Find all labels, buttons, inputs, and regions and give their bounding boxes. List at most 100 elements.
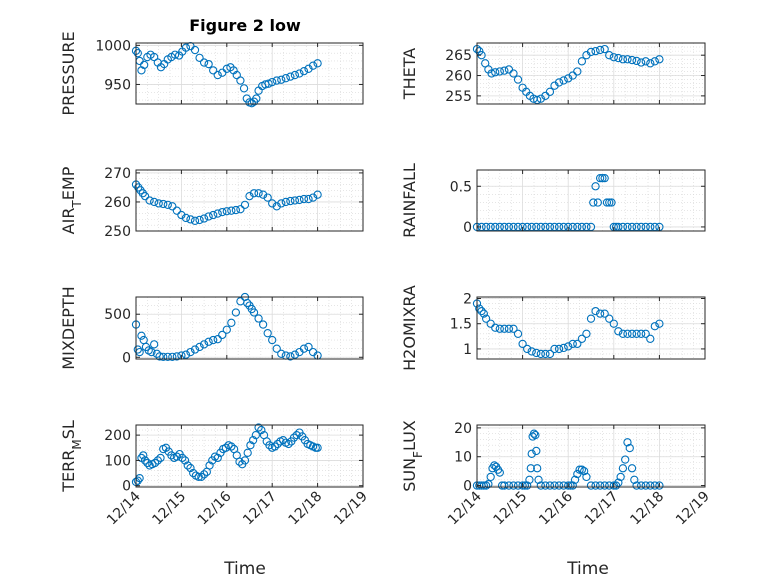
data-point bbox=[655, 319, 664, 328]
x-axis-label-right: Time bbox=[566, 559, 609, 579]
data-point bbox=[523, 344, 532, 354]
data-point bbox=[243, 298, 252, 308]
data-point bbox=[263, 329, 272, 338]
data-point bbox=[295, 195, 304, 205]
data-point bbox=[231, 308, 241, 317]
data-point bbox=[513, 75, 523, 84]
data-point bbox=[199, 214, 209, 223]
data-point bbox=[231, 205, 241, 215]
data-point bbox=[277, 199, 286, 208]
data-point bbox=[504, 65, 514, 74]
data-point bbox=[290, 196, 300, 205]
data-point bbox=[655, 481, 664, 490]
figure-title: Figure 2 low bbox=[189, 16, 301, 35]
data-point bbox=[199, 58, 209, 67]
data-point bbox=[213, 209, 222, 218]
data-point bbox=[487, 69, 496, 78]
data-point bbox=[178, 453, 187, 463]
data-point bbox=[247, 99, 256, 108]
data-point bbox=[523, 481, 532, 490]
data-point bbox=[159, 352, 168, 361]
data-point bbox=[180, 456, 190, 465]
data-point bbox=[236, 76, 245, 85]
data-series bbox=[472, 299, 664, 359]
data-point bbox=[299, 194, 309, 204]
data-point bbox=[650, 481, 659, 490]
data-point bbox=[313, 59, 322, 68]
data-point bbox=[186, 463, 195, 473]
data-point bbox=[586, 481, 596, 490]
data-point bbox=[268, 77, 277, 87]
data-point bbox=[564, 74, 573, 83]
y-axis-label: TERRMSL bbox=[59, 420, 84, 493]
data-point bbox=[133, 345, 142, 354]
data-point bbox=[532, 446, 541, 456]
data-point bbox=[526, 464, 535, 473]
data-point bbox=[299, 67, 309, 76]
data-point bbox=[509, 481, 518, 490]
data-point bbox=[595, 45, 605, 55]
data-point bbox=[536, 349, 545, 359]
data-point bbox=[140, 60, 149, 70]
data-point bbox=[190, 216, 200, 225]
data-point bbox=[504, 481, 514, 490]
y-tick-label: 255 bbox=[445, 89, 472, 105]
data-point bbox=[213, 70, 222, 80]
data-point bbox=[181, 350, 191, 359]
data-point bbox=[600, 173, 609, 183]
data-point bbox=[500, 66, 509, 75]
data-point bbox=[531, 430, 540, 440]
data-point bbox=[621, 455, 630, 464]
y-axis-label-subscript: T bbox=[70, 200, 84, 209]
data-point bbox=[491, 323, 500, 332]
data-point bbox=[550, 344, 559, 354]
x-tick-label: 12/15 bbox=[491, 489, 531, 529]
data-point bbox=[605, 314, 614, 323]
data-point bbox=[286, 196, 295, 206]
x-tick-label: 12/17 bbox=[582, 489, 622, 529]
y-axis-label-part: AIR bbox=[59, 208, 78, 235]
data-point bbox=[600, 481, 609, 490]
data-point bbox=[627, 55, 637, 65]
data-point bbox=[605, 51, 614, 60]
data-point bbox=[181, 43, 191, 52]
axes-box bbox=[476, 169, 706, 232]
data-point bbox=[222, 325, 231, 334]
y-tick-label: 10 bbox=[454, 450, 472, 466]
data-point bbox=[586, 314, 596, 323]
data-point bbox=[277, 75, 286, 84]
data-point bbox=[595, 481, 605, 490]
data-point bbox=[140, 191, 150, 201]
data-point bbox=[278, 436, 288, 445]
data-point bbox=[527, 449, 536, 458]
data-point bbox=[204, 337, 213, 346]
x-tick-label: 12/18 bbox=[286, 489, 326, 529]
data-point bbox=[559, 76, 568, 85]
data-point bbox=[222, 207, 231, 216]
data-point bbox=[204, 212, 213, 221]
data-point bbox=[235, 457, 244, 466]
data-point bbox=[205, 461, 214, 470]
data-point bbox=[240, 456, 250, 465]
data-point bbox=[290, 350, 300, 359]
data-point bbox=[189, 468, 198, 478]
data-point bbox=[495, 324, 504, 333]
data-point bbox=[568, 71, 577, 80]
data-series bbox=[131, 292, 322, 361]
data-point bbox=[304, 342, 313, 352]
data-point bbox=[484, 479, 493, 489]
x-tick-label: 12/19 bbox=[331, 489, 371, 529]
y-axis-label: H2OMIXRA bbox=[400, 285, 419, 371]
data-point bbox=[281, 74, 290, 83]
data-point bbox=[290, 70, 300, 80]
y-tick-label: 500 bbox=[104, 307, 131, 323]
data-point bbox=[239, 84, 249, 93]
data-point bbox=[308, 61, 318, 70]
data-point bbox=[213, 335, 222, 344]
data-point bbox=[618, 55, 628, 64]
data-point bbox=[265, 441, 274, 450]
data-point bbox=[172, 206, 182, 215]
data-point bbox=[568, 481, 577, 490]
